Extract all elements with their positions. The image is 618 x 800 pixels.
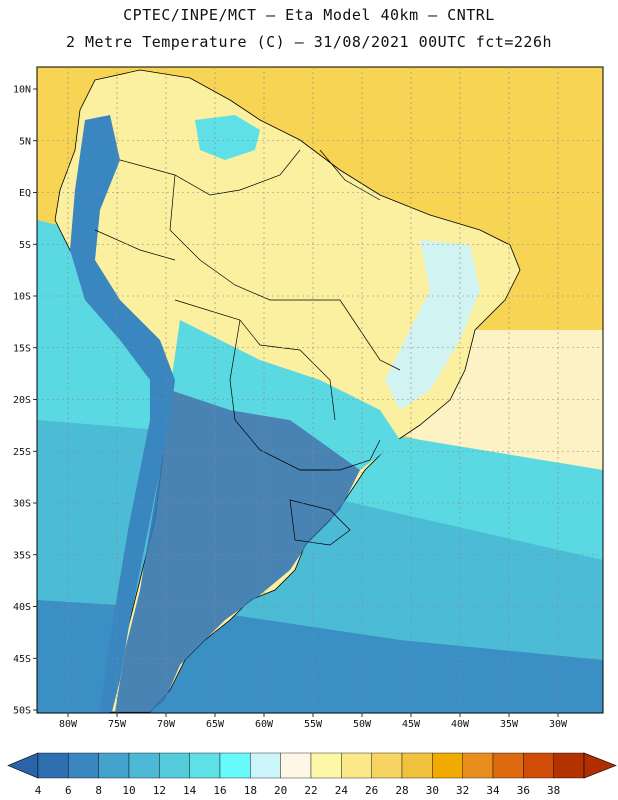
colorbar-label: 34	[486, 784, 500, 797]
land-cold-southern-cone	[115, 380, 360, 712]
colorbar-segment	[189, 752, 221, 779]
colorbar-segment	[401, 752, 433, 779]
lon-label: 60W	[255, 719, 274, 730]
lat-label: 50S	[13, 706, 31, 717]
colorbar-label: 6	[65, 784, 72, 797]
colorbar-segment	[462, 752, 494, 779]
lat-label: 10N	[13, 85, 31, 96]
lat-label: 45S	[13, 654, 31, 665]
lat-label: 35S	[13, 550, 31, 561]
graticule	[33, 67, 603, 717]
lon-label: 65W	[206, 719, 225, 730]
colorbar-segment	[523, 752, 554, 779]
lat-label: 25S	[13, 447, 31, 458]
lon-label: 80W	[59, 719, 78, 730]
lon-label: 70W	[157, 719, 176, 730]
lon-label: 30W	[549, 719, 568, 730]
colorbar-segment	[492, 752, 524, 779]
lon-label: 40W	[451, 719, 470, 730]
colorbar-segment	[371, 752, 403, 779]
colorbar-segment	[37, 752, 69, 779]
colorbar-label: 36	[517, 784, 530, 797]
lat-label: 40S	[13, 602, 31, 613]
colorbar-label: 32	[456, 784, 469, 797]
longitude-labels: 80W 75W 70W 65W 60W 55W 50W 45W 40W 35W 30W	[59, 719, 568, 730]
map-field	[37, 67, 603, 713]
colorbar-low-arrow	[7, 752, 39, 779]
colorbar-segment	[250, 752, 281, 779]
colorbar-segment	[159, 752, 190, 779]
lat-label: 20S	[13, 395, 31, 406]
land-cool-transition	[170, 320, 400, 470]
andes-cold-strip	[70, 115, 175, 712]
colorbar-high-arrow	[583, 752, 617, 779]
colorbar-segment	[280, 752, 312, 779]
lat-label: 10S	[13, 292, 31, 303]
lat-label: 5S	[19, 240, 31, 251]
northeast-cool-patch	[385, 240, 480, 410]
lon-label: 45W	[402, 719, 421, 730]
lat-label: EQ	[19, 188, 31, 199]
colorbar-label: 28	[395, 784, 408, 797]
colorbar-segment	[310, 752, 342, 779]
colorbar-label: 10	[122, 784, 135, 797]
colorbar-label: 22	[304, 784, 317, 797]
latitude-labels: 10N 5N EQ 5S 10S 15S 20S 25S 30S 35S 40S 45S 50S	[13, 85, 31, 717]
colorbar-label: 18	[244, 784, 257, 797]
lon-label: 75W	[108, 719, 127, 730]
lat-label: 30S	[13, 499, 31, 510]
colorbar-segment	[432, 752, 463, 779]
colorbar-segment	[128, 752, 160, 779]
country-borders	[94, 149, 401, 546]
colorbar-segment	[98, 752, 130, 779]
map-title-line1: CPTEC/INPE/MCT – Eta Model 40km – CNTRL	[123, 6, 495, 24]
colorbar-label: 24	[335, 784, 349, 797]
colorbar-label: 12	[153, 784, 166, 797]
colorbar-label: 16	[213, 784, 226, 797]
colorbar-segment	[219, 752, 251, 779]
colorbar-label: 14	[183, 784, 197, 797]
colorbar-label: 4	[35, 784, 42, 797]
lon-label: 50W	[353, 719, 372, 730]
colorbar: 4 6 8 10 12 14 16 18 20 22 24 26 28 30 32 34 36 38	[7, 752, 617, 797]
colorbar-label: 26	[365, 784, 378, 797]
colorbar-segment	[68, 752, 99, 779]
colorbar-label: 38	[547, 784, 560, 797]
map-title-line2: 2 Metre Temperature (C) – 31/08/2021 00U…	[65, 33, 553, 51]
colorbar-label: 8	[95, 784, 102, 797]
lon-label: 35W	[500, 719, 519, 730]
colorbar-segment	[553, 752, 585, 779]
colorbar-segment	[341, 752, 372, 779]
colorbar-label: 30	[426, 784, 439, 797]
map-frame	[36, 66, 604, 714]
amazon-cool-patch	[195, 115, 260, 160]
lat-label: 5N	[19, 136, 31, 147]
lat-label: 15S	[13, 343, 31, 354]
colorbar-label: 20	[274, 784, 287, 797]
lon-label: 55W	[304, 719, 323, 730]
